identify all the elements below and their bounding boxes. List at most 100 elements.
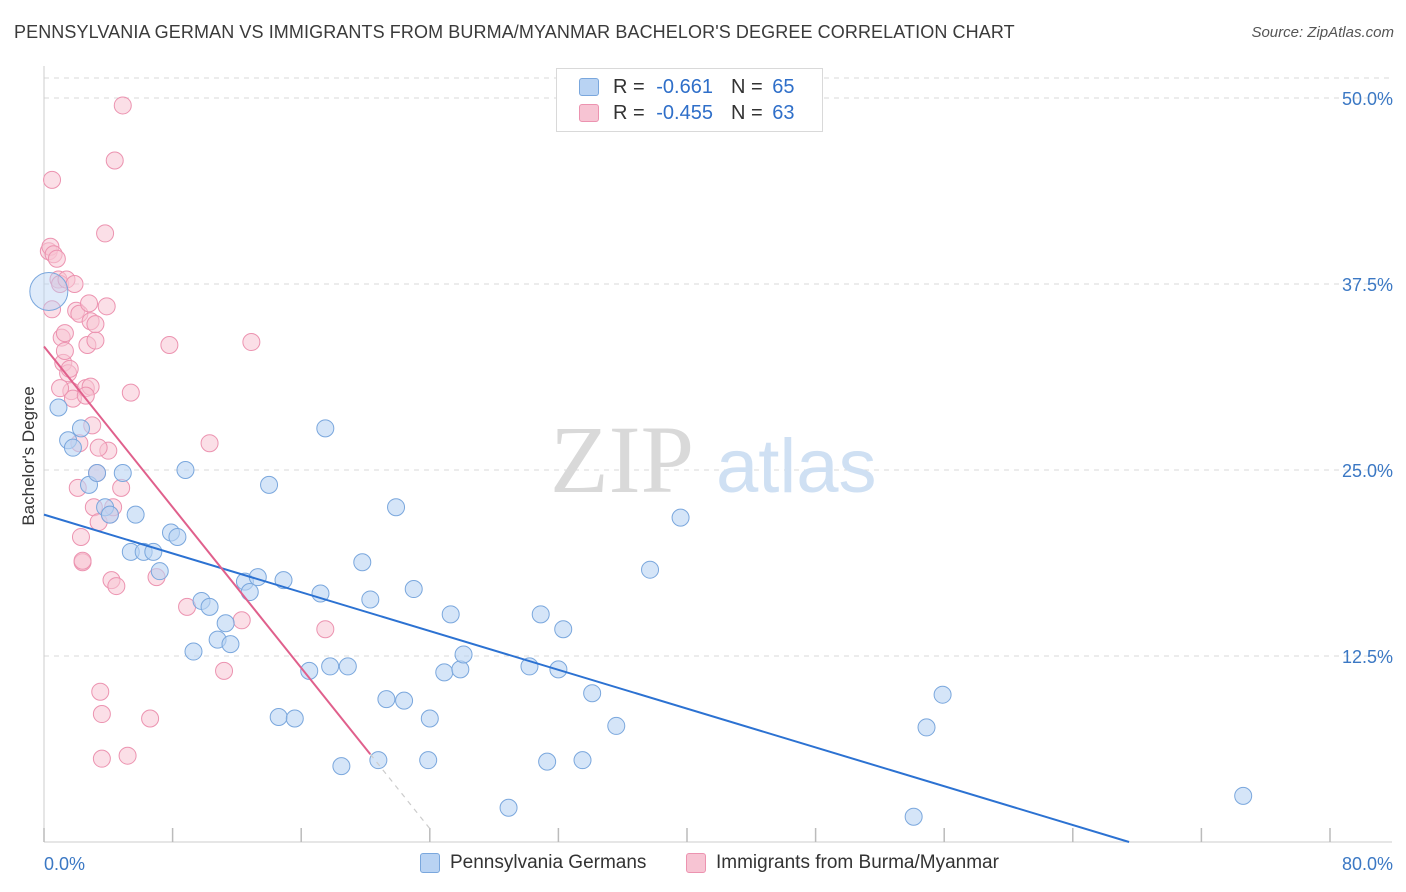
legend-n-value: 63 [772,101,795,124]
data-point-pa-german [671,508,690,527]
data-point-burma [316,620,335,639]
legend-swatch-pink [579,104,599,122]
data-point-pa-german [113,463,132,482]
data-point-burma [55,324,74,343]
data-point-burma [86,315,105,334]
data-point-pa-german [321,657,340,676]
data-point-pa-german [420,709,439,728]
data-point-pa-german [71,419,90,438]
legend-r-value: -0.661 [656,75,713,98]
data-point-pa-german [176,461,195,479]
trend-lines [43,345,1130,843]
data-point-pa-german [353,553,372,572]
data-point-burma [118,746,137,765]
data-point-pa-german [441,605,460,624]
data-point-burma [92,705,111,724]
data-point-burma [47,249,66,268]
data-point-pa-german [387,498,406,517]
x-tick-label-min: 0.0% [44,854,85,874]
data-point-pa-german [531,605,550,624]
data-point-pa-german [88,463,107,482]
data-point-pa-german [184,642,203,661]
data-point-pa-german [338,657,357,676]
data-point-burma [43,170,62,189]
legend-n-value: 65 [772,75,795,98]
data-point-pa-german [168,527,187,546]
data-point-pa-german [200,597,219,616]
data-point-pa-german [63,438,82,457]
legend-row-burma: R = -0.455 N = 63 [579,101,794,125]
y-tick-label: 12.5% [1342,647,1393,667]
axes [43,66,1392,843]
x-tick-label-max: 80.0% [1342,854,1393,874]
bottom-legend-burma: Immigrants from Burma/Myanmar [686,852,999,874]
data-point-burma [107,577,126,596]
data-point-pa-german [395,691,414,710]
data-point-burma [97,297,116,316]
data-point-burma [200,434,219,453]
data-point-pa-german [904,807,923,826]
data-point-pa-german [361,590,380,609]
data-point-pa-german [1234,786,1253,805]
legend-n-label: N = [730,75,763,98]
data-point-pa-german [260,475,279,494]
y-tick-label: 50.0% [1342,89,1393,109]
data-point-pa-german [435,663,454,682]
data-point-burma [71,527,90,546]
data-point-pa-german [573,751,592,770]
data-point-burma [232,611,251,630]
trend-line-pa-german [43,513,1130,843]
trend-line-burma [43,345,372,755]
data-point-pa-german [554,620,573,639]
legend: R = -0.661 N = 65 R = -0.455 N = 63 [556,68,823,132]
data-point-burma [242,333,261,352]
data-point-burma [86,331,105,350]
y-axis-title: Bachelor's Degree [19,386,38,525]
data-point-burma [60,359,79,378]
data-point-burma [121,383,140,402]
data-point-burma [92,749,111,768]
data-point-pa-german [404,580,423,599]
data-point-pa-german [221,635,240,654]
chart-title: PENNSYLVANIA GERMAN VS IMMIGRANTS FROM B… [14,22,1015,42]
data-point-pa-german [583,684,602,703]
bottom-legend-swatch-blue [420,853,440,873]
watermark-zip: ZIP [550,406,694,513]
series-pa-german-points [29,271,1253,826]
data-point-pa-german [917,718,936,737]
data-point-burma [215,661,234,680]
data-point-pa-german [538,752,557,771]
data-point-pa-german [285,709,304,728]
data-point-pa-german [49,398,68,417]
data-point-burma [141,709,160,728]
legend-r-label: R = [613,101,645,124]
legend-row-pa-german: R = -0.661 N = 65 [579,75,794,99]
legend-n-label: N = [730,101,763,124]
data-point-burma [76,386,95,405]
data-point-pa-german [377,690,396,709]
y-tick-label: 25.0% [1342,461,1393,481]
legend-swatch-blue [579,78,599,96]
gridlines [44,77,1392,657]
data-point-pa-german [126,505,145,524]
y-tick-label: 37.5% [1342,275,1393,295]
watermark-atlas: atlas [716,424,877,509]
data-point-pa-german [144,542,163,561]
data-point-pa-german [240,583,259,602]
data-point-pa-german [933,685,952,704]
data-point-pa-german [332,757,351,776]
data-point-pa-german [454,645,473,664]
data-point-pa-german [216,614,235,633]
data-point-pa-german [316,419,335,438]
data-point-burma [105,151,124,170]
data-point-burma [55,341,74,360]
bottom-legend-label: Immigrants from Burma/Myanmar [716,852,999,873]
data-point-burma [160,336,179,355]
tick-labels: 12.5% 25.0% 37.5% 50.0% 0.0% 80.0% [44,89,1393,874]
data-point-burma [96,224,115,243]
data-point-pa-german [150,562,169,581]
data-point-pa-german-large [29,271,69,311]
data-point-pa-german [641,560,660,579]
data-point-burma [112,478,131,497]
